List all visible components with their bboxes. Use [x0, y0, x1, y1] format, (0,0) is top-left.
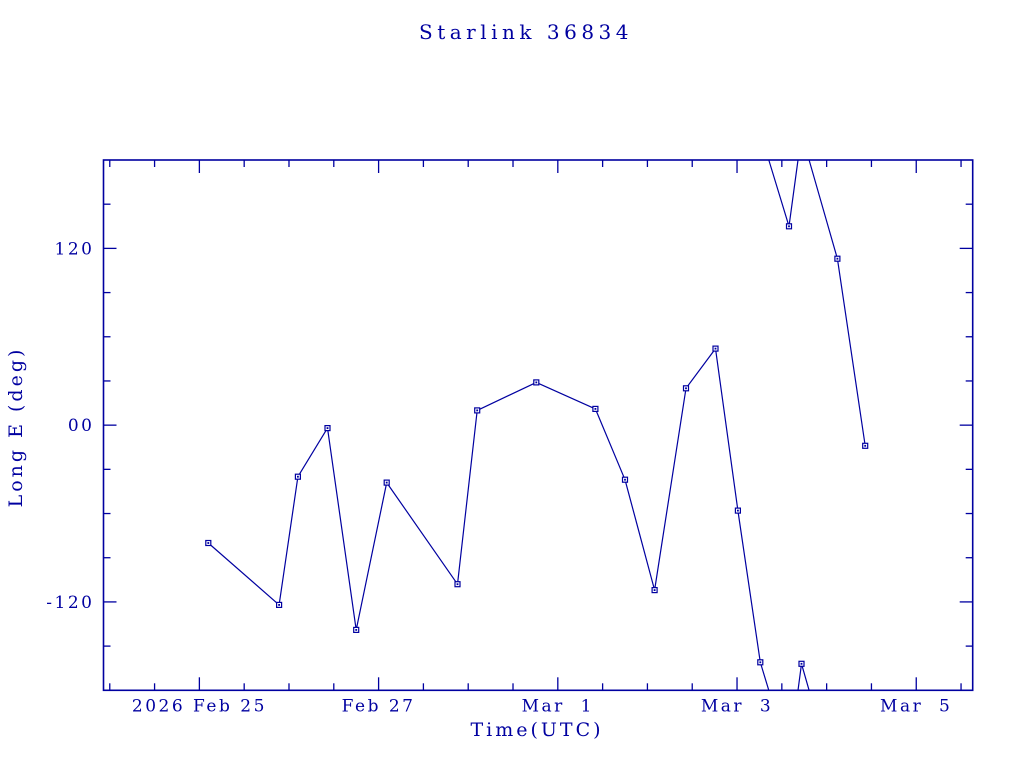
chart-title: Starlink 36834: [419, 20, 633, 44]
y-tick-label: -120: [46, 593, 94, 613]
data-point-dot: [326, 427, 329, 429]
data-point-dot: [207, 542, 210, 544]
data-point-dot: [714, 347, 717, 350]
y-tick-label: 120: [55, 239, 95, 259]
data-line: [207, 159, 866, 691]
y-tick-label: 00: [68, 416, 95, 436]
x-axis-title: Time(UTC): [470, 719, 604, 741]
data-point-dot: [685, 387, 687, 390]
data-point-dot: [653, 589, 656, 591]
data-point-dot: [456, 583, 459, 586]
data-point-dot: [594, 408, 597, 410]
data-point-dot: [355, 629, 358, 631]
x-tick-label: Feb 27: [342, 696, 416, 716]
data-point-dot: [737, 509, 739, 512]
data-point-dot: [624, 478, 626, 481]
data-point-dot: [836, 257, 839, 260]
plot-box: [102, 159, 974, 692]
data-point-dot: [385, 481, 388, 484]
data-point-dot: [788, 225, 790, 228]
data-point-dot: [278, 604, 280, 606]
data-point-dot: [297, 475, 299, 478]
x-tick-label: Mar 3: [701, 696, 773, 716]
data-point-dot: [800, 662, 803, 665]
data-point-dot: [535, 381, 538, 384]
x-tick-label: Mar 5: [880, 696, 952, 716]
x-tick-label: 2026 Feb 25: [132, 696, 267, 716]
x-tick-label: Mar 1: [522, 696, 594, 716]
data-point-dot: [759, 661, 762, 664]
data-point-dot: [476, 409, 479, 412]
data-point-dot: [864, 444, 867, 447]
